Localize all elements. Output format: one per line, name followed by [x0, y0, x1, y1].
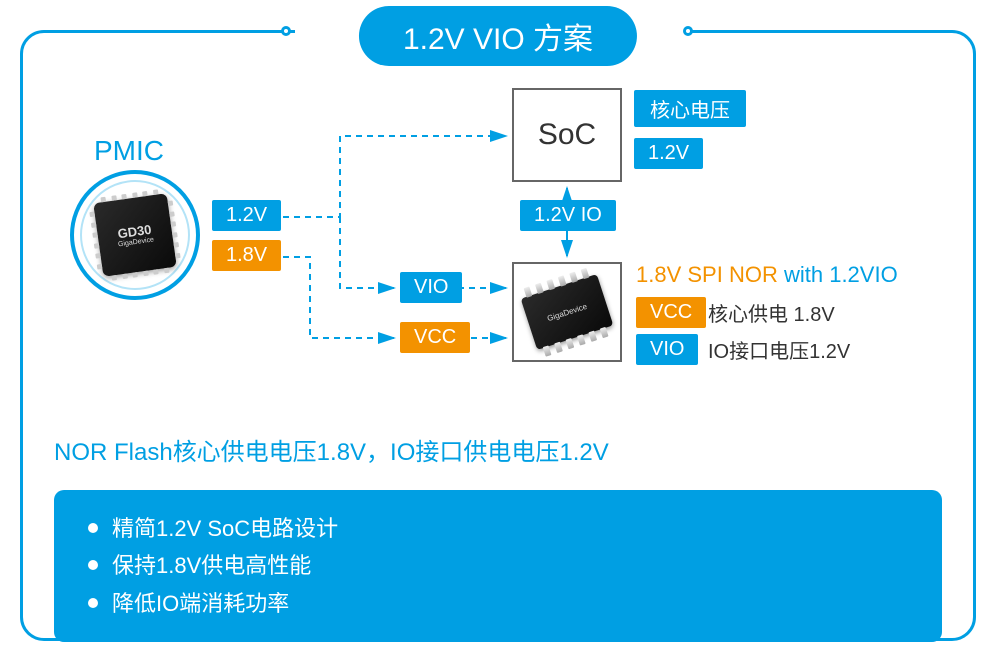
flash-vcc-badge: VCC — [636, 297, 706, 328]
pmic-output-12v: 1.2V — [212, 200, 281, 231]
flash-title-vio: 1.2VIO — [829, 262, 897, 287]
bullet-item: 降低IO端消耗功率 — [88, 585, 908, 622]
soc-box: SoC — [512, 88, 622, 182]
io-link-label: 1.2V IO — [520, 200, 616, 231]
pmic-output-18v: 1.8V — [212, 240, 281, 271]
mid-vcc-label: VCC — [400, 322, 470, 353]
pmic-label: PMIC — [94, 135, 164, 167]
bullets-box: 精简1.2V SoC电路设计 保持1.8V供电高性能 降低IO端消耗功率 — [54, 490, 942, 642]
soc-label: SoC — [538, 118, 596, 152]
summary-text: NOR Flash核心供电电压1.8V，IO接口供电电压1.2V — [54, 432, 609, 467]
flash-title: 1.8V SPI NOR with 1.2VIO — [636, 262, 898, 288]
soc-core-voltage-value: 1.2V — [634, 138, 703, 169]
flash-chip-marking: GigaDevice — [546, 301, 588, 322]
flash-chip-icon: GigaDevice — [521, 274, 614, 350]
flash-title-with: with — [778, 262, 829, 287]
title-dot-left — [281, 26, 291, 36]
bullet-item: 保持1.8V供电高性能 — [88, 547, 908, 584]
flash-vcc-desc: 核心供电 1.8V — [708, 298, 835, 327]
flash-vio-badge: VIO — [636, 334, 698, 365]
flash-title-orange: 1.8V SPI NOR — [636, 262, 778, 287]
mid-vio-label: VIO — [400, 272, 462, 303]
bullet-item: 精简1.2V SoC电路设计 — [88, 510, 908, 547]
pmic-chip-icon: GD30 GigaDevice — [93, 193, 177, 277]
flash-vio-desc: IO接口电压1.2V — [708, 335, 850, 364]
soc-core-voltage-label: 核心电压 — [634, 90, 746, 127]
diagram-title: 1.2V VIO 方案 — [359, 6, 637, 66]
pmic-chip-container: GD30 GigaDevice — [70, 170, 200, 300]
title-dot-right — [683, 26, 693, 36]
diagram-area: PMIC GD30 GigaDevice 1.2V 1.8V SoC 核心电压 … — [20, 60, 976, 420]
flash-box: GigaDevice — [512, 262, 622, 362]
